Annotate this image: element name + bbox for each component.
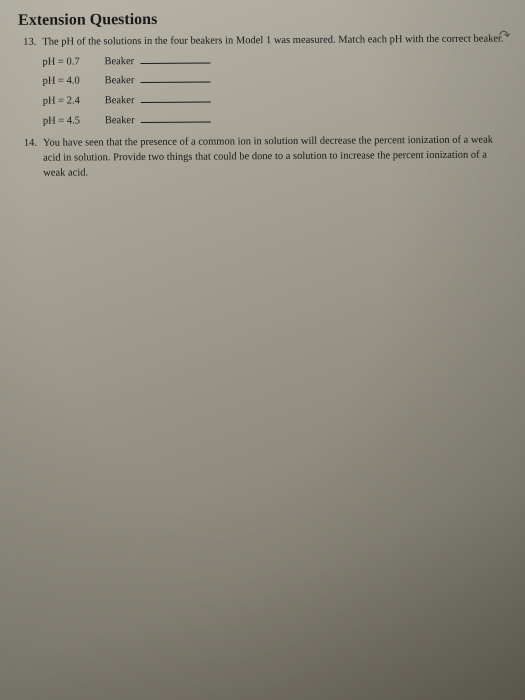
beaker-label: Beaker — [105, 74, 135, 89]
blank-line — [140, 73, 210, 83]
blank-line — [140, 93, 210, 103]
ph-line: pH = 0.7 Beaker — [42, 51, 507, 70]
question-body: The pH of the solutions in the four beak… — [42, 32, 508, 129]
beaker-label: Beaker — [105, 94, 135, 109]
ph-line: pH = 2.4 Beaker — [43, 91, 508, 110]
blank-line — [140, 53, 210, 63]
question-14: 14. You have seen that the presence of a… — [19, 134, 508, 181]
question-text: The pH of the solutions in the four beak… — [42, 32, 507, 50]
ph-line: pH = 4.0 Beaker — [43, 71, 508, 90]
question-number: 13. — [18, 36, 43, 130]
ph-value: pH = 4.5 — [43, 114, 105, 129]
ph-value: pH = 2.4 — [43, 94, 105, 109]
question-13: 13. The pH of the solutions in the four … — [18, 32, 508, 129]
beaker-label: Beaker — [104, 55, 134, 70]
ph-value: pH = 4.0 — [43, 75, 105, 90]
blank-line — [141, 112, 211, 122]
question-text: You have seen that the presence of a com… — [43, 134, 508, 181]
ph-value: pH = 0.7 — [42, 55, 104, 70]
section-heading: Extension Questions — [18, 8, 507, 29]
question-body: You have seen that the presence of a com… — [43, 134, 508, 181]
handwritten-arrow-icon: ↷ — [499, 28, 512, 46]
beaker-label: Beaker — [105, 114, 135, 129]
ph-line: pH = 4.5 Beaker — [43, 110, 508, 129]
question-number: 14. — [19, 137, 43, 181]
